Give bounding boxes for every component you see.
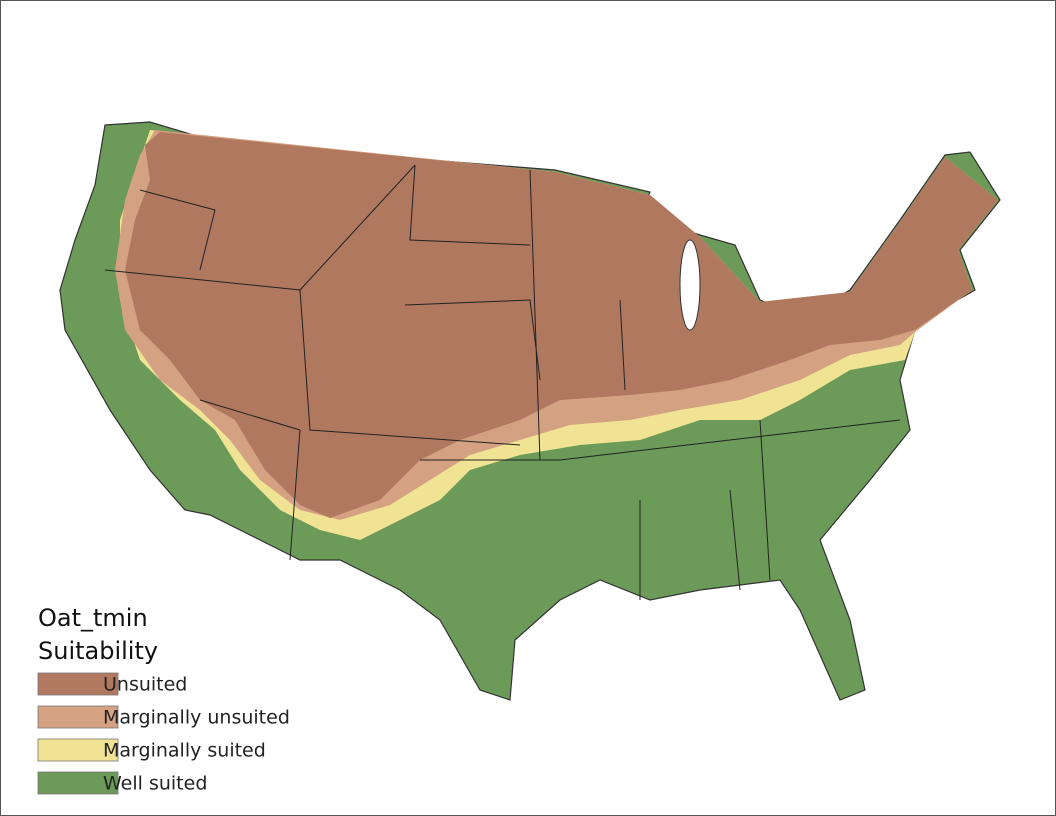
unsuited-zone (125, 132, 998, 518)
legend-swatch (37, 771, 119, 795)
lake-michigan (679, 239, 701, 331)
legend-label: Unsuited (103, 674, 187, 696)
legend-swatch (37, 705, 119, 729)
state-borders (104, 164, 901, 600)
legend-swatch (37, 672, 119, 696)
legend-label: Marginally suited (103, 740, 266, 762)
legend-label: Marginally unsuited (103, 707, 290, 729)
legend-title: Oat_tmin (38, 604, 148, 632)
legend: Unsuited Marginally unsuited Marginally su… (37, 672, 290, 795)
us-map (59, 121, 1001, 701)
legend-swatch (37, 738, 119, 762)
legend-label: Well suited (103, 773, 207, 795)
legend-subtitle: Suitability (38, 637, 158, 665)
